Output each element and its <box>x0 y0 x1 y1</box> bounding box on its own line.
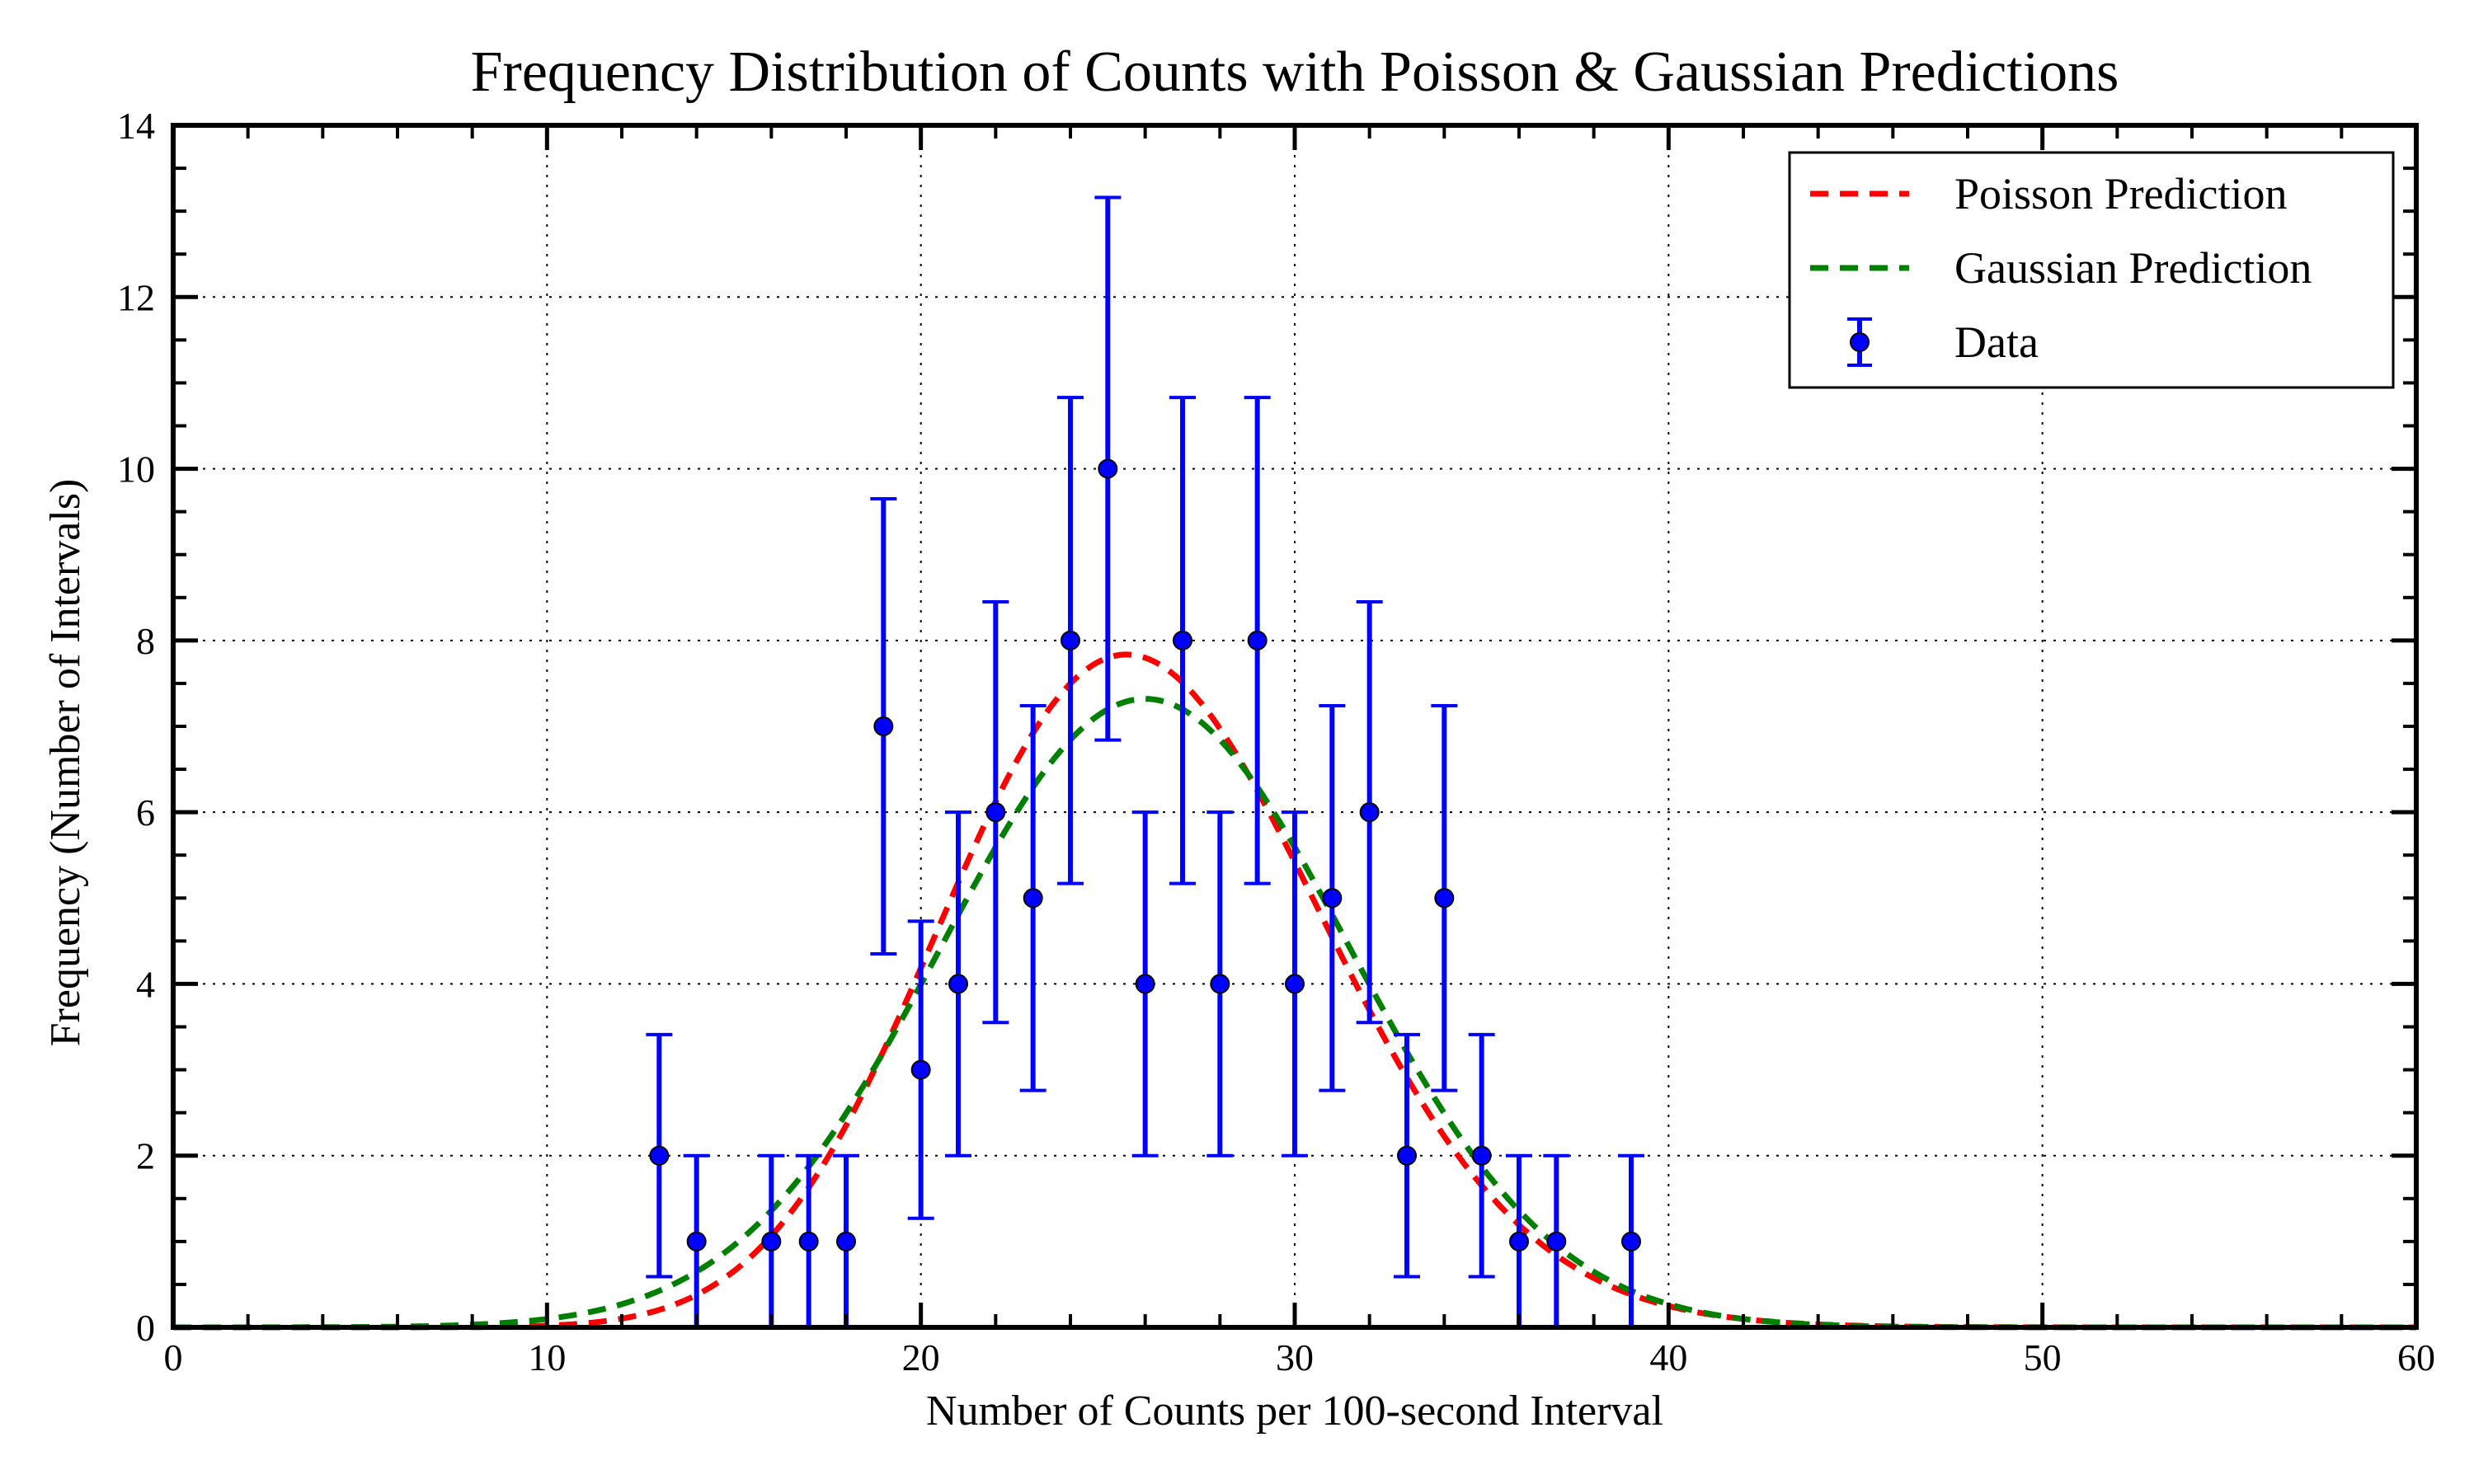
y-tick-label: 14 <box>117 105 155 147</box>
x-tick-label: 20 <box>902 1336 940 1378</box>
data-point <box>1173 630 1192 650</box>
data-point <box>985 802 1006 823</box>
legend-label: Data <box>1954 317 2039 367</box>
chart-title: Frequency Distribution of Counts with Po… <box>471 40 2119 104</box>
data-point-group <box>1057 396 1084 885</box>
data-point <box>1098 458 1118 479</box>
x-tick-label: 0 <box>164 1336 183 1378</box>
y-tick-label: 4 <box>136 963 155 1005</box>
data-point-group <box>1431 704 1458 1092</box>
data-point-group <box>758 1153 785 1327</box>
legend-swatch-point <box>1850 332 1870 352</box>
data-point-group <box>1356 599 1383 1025</box>
legend: Poisson Prediction Gaussian Prediction Dat… <box>1788 151 2395 389</box>
data-point-group <box>683 1153 710 1327</box>
axis-ticks: 0 10 20 30 40 50 60 0 2 4 6 8 10 12 14 <box>117 105 2435 1378</box>
data-point <box>649 1145 670 1166</box>
data-point <box>1359 802 1380 823</box>
x-axis-label: Number of Counts per 100-second Interval <box>926 1388 1663 1435</box>
data-point-group <box>1282 810 1308 1158</box>
data-point <box>1061 630 1080 650</box>
data-point <box>1621 1231 1641 1252</box>
data-point-group <box>982 599 1009 1025</box>
data-point <box>1434 888 1455 909</box>
data-point <box>948 974 968 994</box>
y-tick-label: 0 <box>136 1307 155 1349</box>
data-point <box>1546 1231 1567 1252</box>
data-point-group <box>646 1032 673 1279</box>
y-tick-label: 6 <box>136 791 155 834</box>
data-point <box>1210 974 1230 994</box>
y-tick-label: 2 <box>136 1135 155 1177</box>
data-point <box>1135 974 1155 994</box>
data-point-group <box>833 1153 859 1327</box>
data-point-group <box>945 810 971 1158</box>
data-point-group <box>795 1153 822 1327</box>
data-point-group <box>870 497 897 956</box>
data-point-group <box>1618 1153 1644 1327</box>
data-point-group <box>1506 1153 1532 1327</box>
data-point <box>910 1059 931 1080</box>
x-tick-label: 60 <box>2397 1336 2435 1378</box>
y-tick-label: 10 <box>117 448 155 491</box>
data-points <box>646 195 1644 1327</box>
y-axis-label: Frequency (Number of Intervals) <box>42 479 89 1047</box>
data-point <box>1285 974 1305 994</box>
x-tick-label: 50 <box>2024 1336 2062 1378</box>
data-point-group <box>1094 195 1122 742</box>
x-tick-label: 30 <box>1276 1336 1314 1378</box>
data-point <box>798 1231 819 1252</box>
data-point-group <box>1468 1032 1495 1279</box>
y-tick-label: 12 <box>117 276 155 318</box>
data-point-group <box>1543 1153 1570 1327</box>
data-point <box>1397 1145 1417 1166</box>
x-tick-label: 10 <box>528 1336 566 1378</box>
data-point <box>1023 888 1043 909</box>
legend-label: Gaussian Prediction <box>1954 243 2312 293</box>
data-point-group <box>907 919 934 1220</box>
data-point <box>836 1231 856 1252</box>
legend-label: Poisson Prediction <box>1954 169 2288 218</box>
x-tick-label: 40 <box>1649 1336 1687 1378</box>
data-point-group <box>1019 704 1047 1092</box>
data-point <box>761 1231 782 1252</box>
data-point-group <box>1206 810 1234 1158</box>
data-point <box>1509 1231 1529 1252</box>
data-point-group <box>1244 396 1271 885</box>
data-point <box>1322 888 1343 909</box>
legend-box <box>1788 151 2395 389</box>
data-point <box>873 716 894 736</box>
data-point-group <box>1394 1032 1420 1279</box>
data-point <box>1247 630 1268 650</box>
data-point-group <box>1319 704 1346 1092</box>
data-point-group <box>1169 396 1196 885</box>
y-tick-label: 8 <box>136 620 155 662</box>
data-point <box>686 1231 707 1252</box>
data-point <box>1471 1145 1492 1166</box>
data-point-group <box>1131 810 1159 1158</box>
